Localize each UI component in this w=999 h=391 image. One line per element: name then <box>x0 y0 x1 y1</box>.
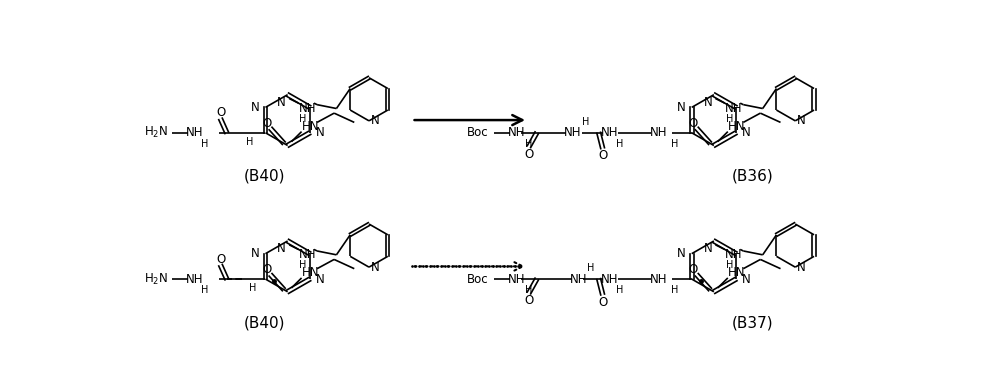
Text: N: N <box>251 101 260 114</box>
Text: NH: NH <box>649 126 667 139</box>
Text: NH: NH <box>600 126 618 139</box>
Text: NH: NH <box>299 248 316 261</box>
Text: O: O <box>262 263 272 276</box>
Text: N: N <box>278 96 286 109</box>
Text: H: H <box>725 260 733 270</box>
Text: NH: NH <box>299 102 316 115</box>
Text: NH: NH <box>507 126 525 139</box>
Text: N: N <box>703 242 712 255</box>
Text: NH: NH <box>186 273 204 285</box>
Text: NH: NH <box>507 273 525 285</box>
Text: H: H <box>671 285 678 295</box>
Text: N: N <box>676 101 685 114</box>
Text: HN: HN <box>302 266 319 279</box>
Text: N: N <box>742 126 751 139</box>
Text: NH: NH <box>724 102 742 115</box>
Text: H: H <box>616 285 623 295</box>
Text: H: H <box>581 117 589 127</box>
Text: (B40): (B40) <box>244 169 285 184</box>
Text: HN: HN <box>728 266 745 279</box>
Text: H: H <box>246 137 253 147</box>
Text: O: O <box>524 148 533 161</box>
Text: H: H <box>671 138 678 149</box>
Text: N: N <box>251 247 260 260</box>
Text: O: O <box>598 296 607 308</box>
Text: O: O <box>688 263 697 276</box>
Text: H: H <box>300 260 307 270</box>
Text: N: N <box>316 126 325 139</box>
Text: N: N <box>371 114 380 127</box>
Text: NH: NH <box>724 248 742 261</box>
Text: H: H <box>300 113 307 124</box>
Text: H: H <box>250 283 257 293</box>
Text: (B36): (B36) <box>731 169 773 184</box>
Text: NH: NH <box>186 126 204 139</box>
Text: NH: NH <box>600 273 618 285</box>
Text: Boc: Boc <box>468 273 489 285</box>
Text: N: N <box>742 273 751 285</box>
Text: NH: NH <box>649 273 667 285</box>
Text: O: O <box>216 106 225 119</box>
Text: H$_2$N: H$_2$N <box>145 125 169 140</box>
Text: HN: HN <box>302 120 319 133</box>
Text: H: H <box>616 138 623 149</box>
Text: H$_2$N: H$_2$N <box>145 271 169 287</box>
Text: (B37): (B37) <box>732 315 773 330</box>
Text: N: N <box>703 96 712 109</box>
Text: NH: NH <box>564 126 581 139</box>
Text: O: O <box>688 117 697 130</box>
Text: N: N <box>316 273 325 285</box>
Text: N: N <box>797 261 806 274</box>
Text: N: N <box>278 242 286 255</box>
Text: (B40): (B40) <box>244 315 285 330</box>
Text: HN: HN <box>728 120 745 133</box>
Text: H: H <box>202 285 209 295</box>
Text: N: N <box>371 261 380 274</box>
Text: H: H <box>202 138 209 149</box>
Text: O: O <box>524 294 533 307</box>
Text: H: H <box>525 285 532 295</box>
Text: N: N <box>797 114 806 127</box>
Text: O: O <box>216 253 225 265</box>
Text: Boc: Boc <box>468 126 489 139</box>
Text: H: H <box>525 138 532 149</box>
Text: O: O <box>598 149 607 162</box>
Text: NH: NH <box>569 273 587 285</box>
Text: O: O <box>262 117 272 130</box>
Text: H: H <box>587 263 594 273</box>
Text: H: H <box>725 113 733 124</box>
Text: N: N <box>676 247 685 260</box>
